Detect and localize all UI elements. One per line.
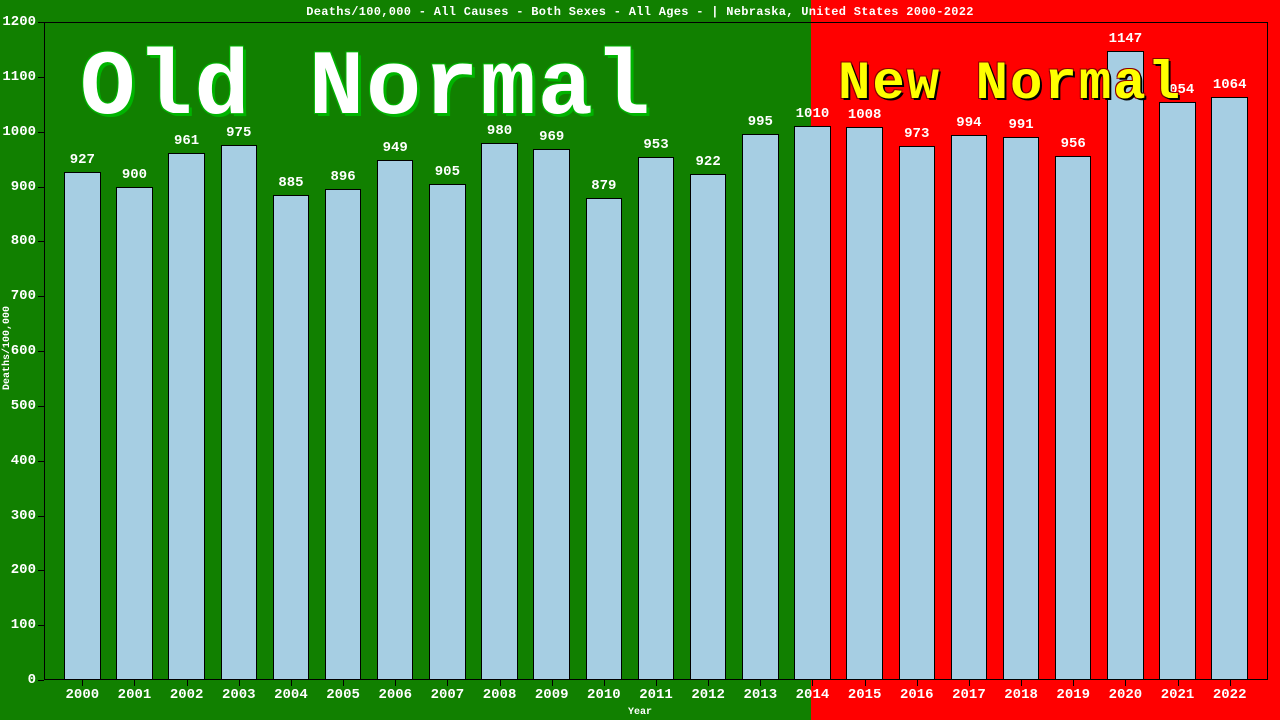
x-tick-mark	[82, 680, 83, 686]
bar	[690, 174, 727, 680]
x-tick-mark	[134, 680, 135, 686]
y-tick-label: 1200	[2, 14, 36, 30]
bar	[586, 198, 623, 680]
y-tick-label: 800	[11, 233, 36, 249]
y-tick-mark	[38, 570, 44, 571]
y-tick-label: 500	[11, 398, 36, 414]
bar	[429, 184, 466, 680]
x-tick-mark	[708, 680, 709, 686]
y-tick-mark	[38, 406, 44, 407]
y-tick-label: 900	[11, 179, 36, 195]
bar	[742, 134, 779, 680]
y-tick-mark	[38, 77, 44, 78]
y-tick-mark	[38, 625, 44, 626]
x-tick-mark	[604, 680, 605, 686]
bar	[1003, 137, 1040, 680]
x-tick-mark	[969, 680, 970, 686]
bar	[64, 172, 101, 680]
y-tick-mark	[38, 516, 44, 517]
bar	[168, 153, 205, 680]
bar	[481, 143, 518, 680]
y-tick-label: 200	[11, 562, 36, 578]
y-tick-label: 300	[11, 508, 36, 524]
y-tick-label: 700	[11, 288, 36, 304]
bar	[1159, 102, 1196, 680]
x-tick-mark	[500, 680, 501, 686]
bar	[794, 126, 831, 680]
bar	[273, 195, 310, 680]
bar	[638, 157, 675, 680]
bar	[951, 135, 988, 680]
bar	[846, 127, 883, 680]
x-tick-mark	[291, 680, 292, 686]
y-axis-title: Deaths/100,000	[2, 306, 13, 390]
y-tick-mark	[38, 187, 44, 188]
bar	[1055, 156, 1092, 680]
x-tick-mark	[1125, 680, 1126, 686]
y-tick-mark	[38, 680, 44, 681]
x-tick-mark	[917, 680, 918, 686]
bar	[377, 160, 414, 680]
chart-title: Deaths/100,000 - All Causes - Both Sexes…	[0, 5, 1280, 19]
x-tick-mark	[187, 680, 188, 686]
x-tick-mark	[760, 680, 761, 686]
y-tick-mark	[38, 22, 44, 23]
overlay-old-normal: Old Normal	[80, 36, 652, 141]
y-tick-mark	[38, 241, 44, 242]
y-tick-label: 1100	[2, 69, 36, 85]
y-tick-label: 600	[11, 343, 36, 359]
x-tick-mark	[343, 680, 344, 686]
x-tick-mark	[1178, 680, 1179, 686]
x-tick-mark	[552, 680, 553, 686]
y-tick-label: 1000	[2, 124, 36, 140]
y-tick-label: 400	[11, 453, 36, 469]
overlay-new-normal: New Normal	[838, 54, 1182, 115]
x-tick-mark	[395, 680, 396, 686]
bar	[116, 187, 153, 681]
x-axis-title: Year	[0, 707, 1280, 718]
y-tick-mark	[38, 351, 44, 352]
y-tick-label: 0	[28, 672, 36, 688]
bar	[325, 189, 362, 680]
bar	[1211, 97, 1248, 680]
bar	[221, 145, 258, 680]
x-tick-mark	[865, 680, 866, 686]
x-tick-mark	[812, 680, 813, 686]
y-tick-mark	[38, 132, 44, 133]
x-tick-mark	[1073, 680, 1074, 686]
y-tick-mark	[38, 296, 44, 297]
bar	[1107, 51, 1144, 680]
x-tick-mark	[1021, 680, 1022, 686]
bar	[899, 146, 936, 680]
y-tick-mark	[38, 461, 44, 462]
x-tick-mark	[656, 680, 657, 686]
bar	[533, 149, 570, 680]
x-tick-mark	[1230, 680, 1231, 686]
x-tick-mark	[447, 680, 448, 686]
chart-stage: Deaths/100,000 - All Causes - Both Sexes…	[0, 0, 1280, 720]
y-tick-label: 100	[11, 617, 36, 633]
x-tick-mark	[239, 680, 240, 686]
